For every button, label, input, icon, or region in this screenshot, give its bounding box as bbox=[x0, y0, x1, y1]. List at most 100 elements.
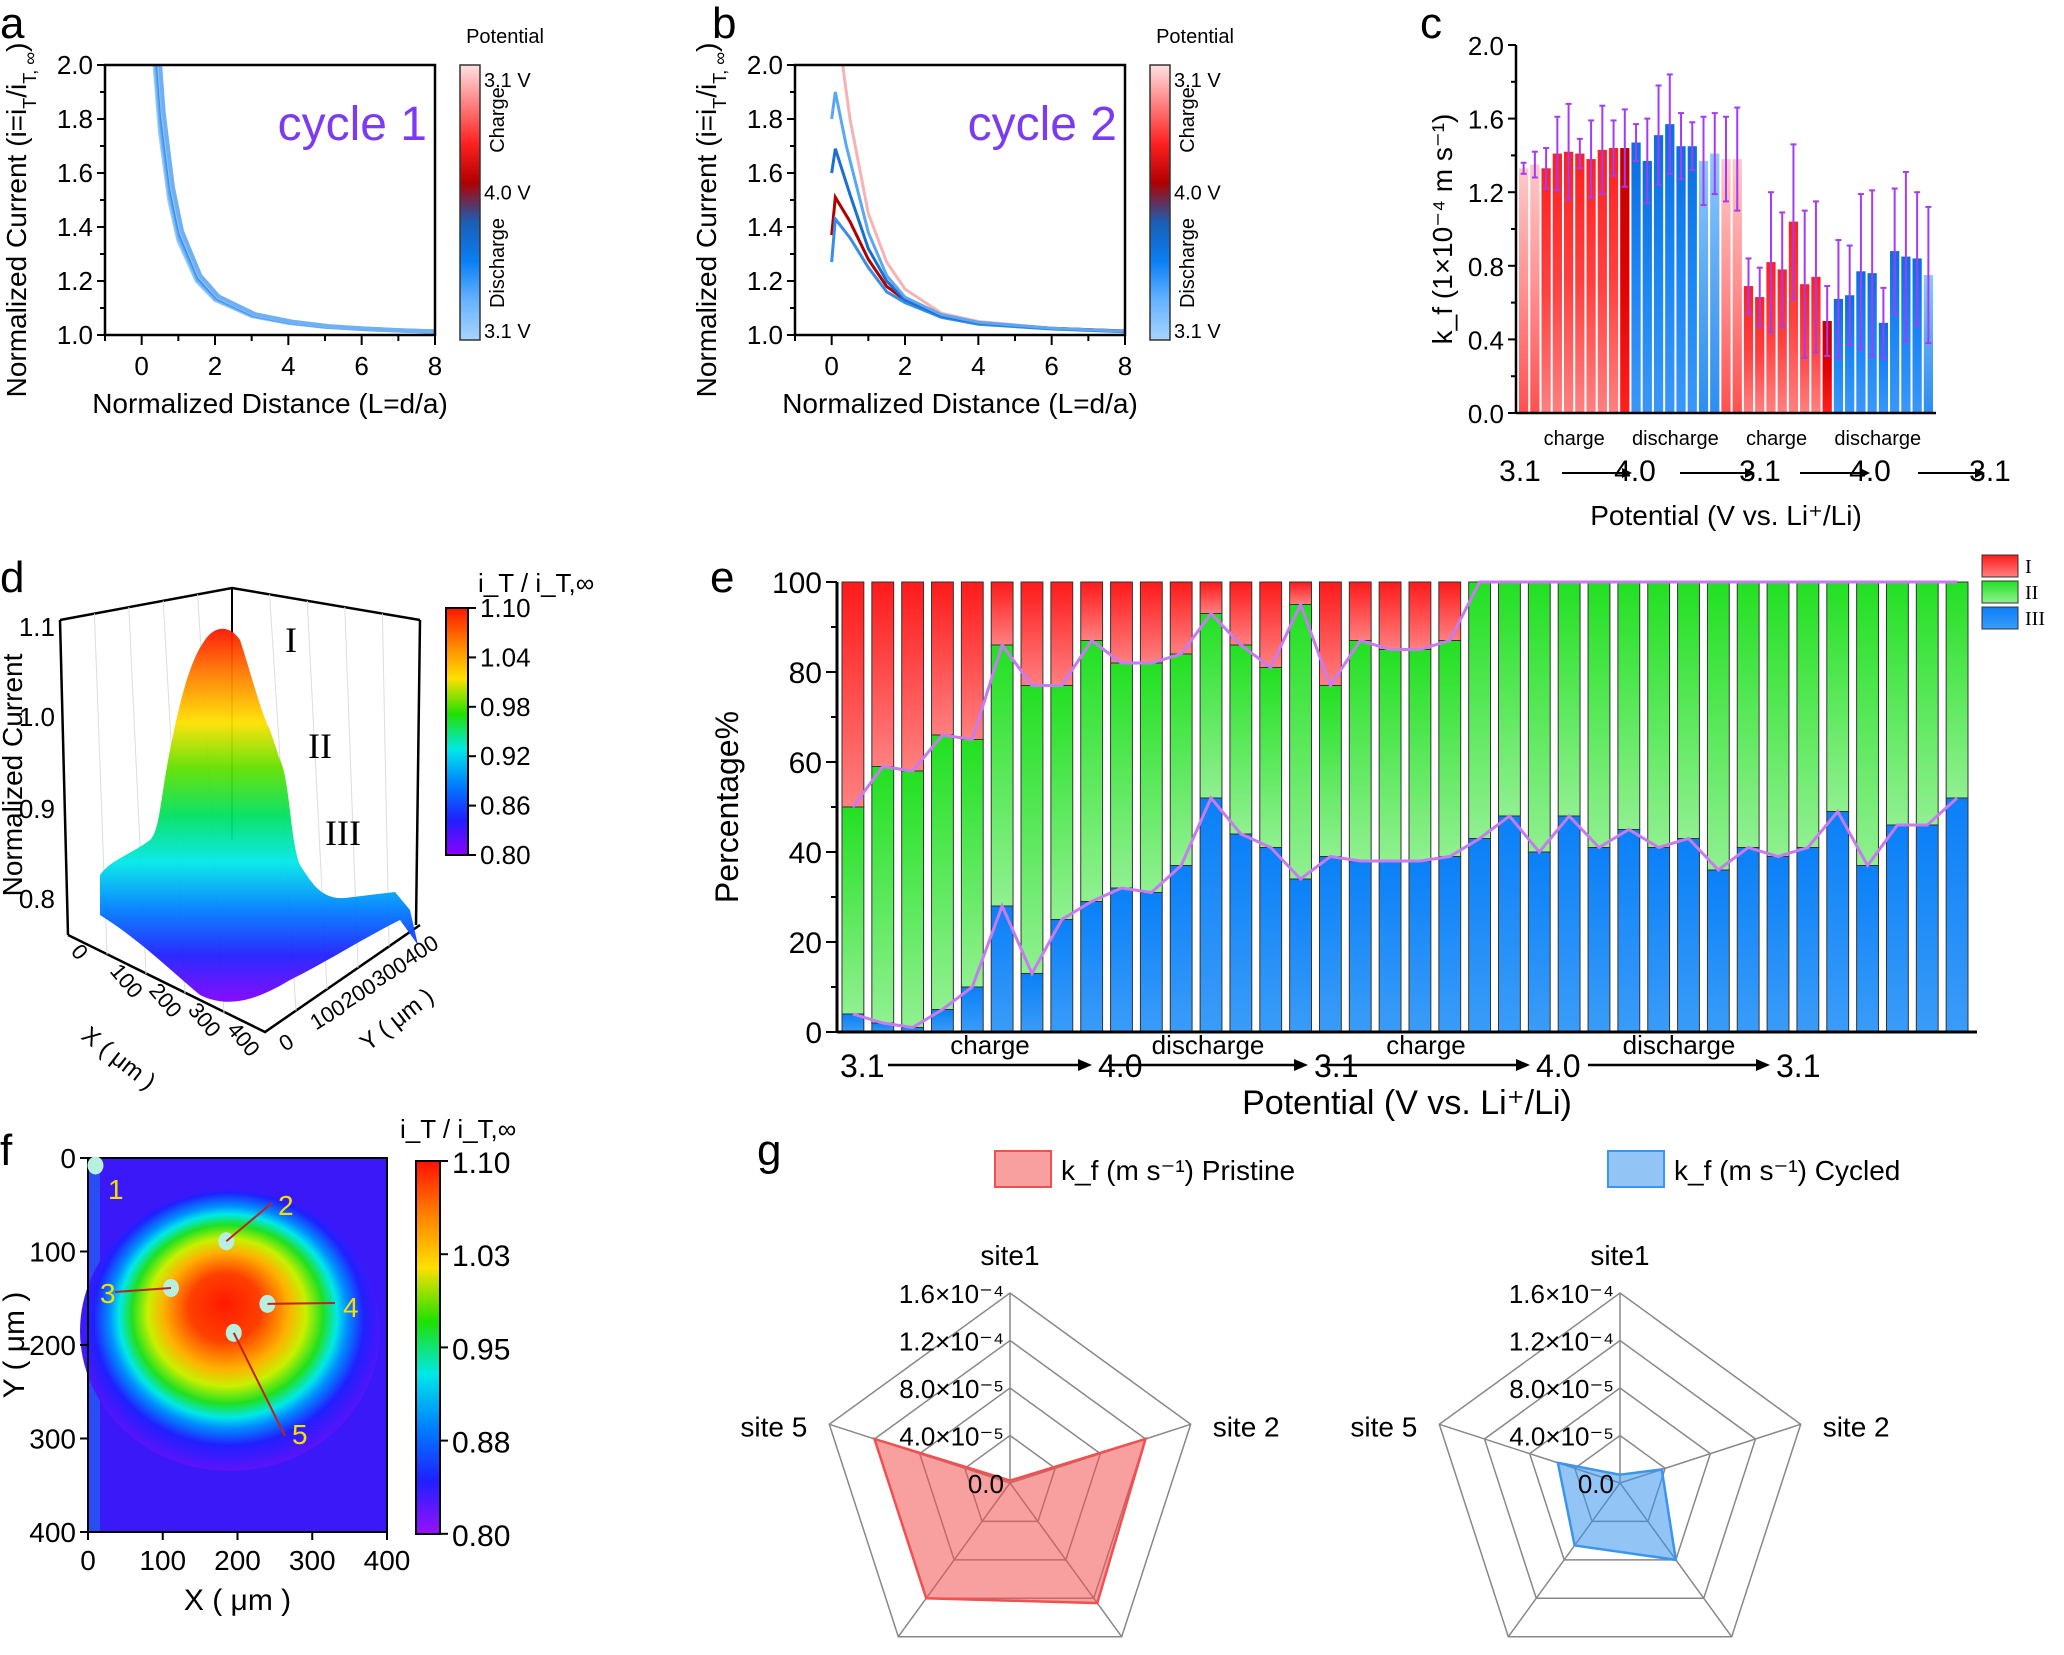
segment-label-discharge: discharge bbox=[1834, 428, 1921, 450]
bar-segment-I bbox=[1139, 581, 1163, 664]
potential-label: 3.1 bbox=[1776, 1048, 1820, 1084]
colorbar-segment-discharge: Discharge bbox=[1177, 218, 1199, 308]
chart-b-approach-curves-cycle2: 1.0 1.2 1.4 1.6 1.8 2.0 0 2 4 6 8 Normalized Distan… bbox=[691, 26, 1234, 419]
y-tick-label: 0 bbox=[60, 1143, 76, 1174]
y-tick-label: 0 bbox=[274, 1029, 298, 1057]
bar bbox=[1620, 148, 1630, 414]
trend-line-III bbox=[852, 795, 1959, 1030]
bar bbox=[1631, 142, 1641, 413]
subscript: T, ∞ bbox=[20, 52, 40, 84]
colorbar-tick-label: 1.04 bbox=[480, 642, 531, 672]
bar bbox=[1519, 168, 1529, 413]
y-tick-label: 1.2 bbox=[1468, 178, 1504, 208]
radar-axis-label-5: site 5 bbox=[740, 1411, 807, 1442]
bar-segment-III bbox=[1408, 860, 1432, 1033]
bar-segment-I bbox=[990, 581, 1014, 646]
series-line-2 bbox=[154, 65, 435, 334]
legend-swatch-III bbox=[1981, 606, 2019, 630]
bar-segment-I bbox=[901, 581, 925, 772]
colorbar-tick-label: 0.86 bbox=[480, 791, 531, 821]
x-tick-label: 300 bbox=[289, 1545, 336, 1576]
arrow-head bbox=[1622, 468, 1632, 478]
colorbar-title: Potential bbox=[1156, 26, 1234, 48]
series-line-3 bbox=[830, 148, 1125, 333]
bar-segment-I bbox=[1020, 581, 1044, 686]
radar-r-tick-label: 4.0×10⁻⁵ bbox=[899, 1422, 1004, 1452]
radar-grid-ring bbox=[828, 1292, 1192, 1638]
bar bbox=[1563, 151, 1574, 413]
x-tick-label: 0 bbox=[66, 939, 93, 964]
cycle-annotation: cycle 1 bbox=[278, 98, 427, 151]
x-tick-label: 200 bbox=[144, 978, 187, 1022]
bar-segment-III bbox=[1139, 892, 1163, 1033]
bar-segment-II bbox=[1915, 581, 1939, 826]
segment-label-charge: charge bbox=[1386, 1030, 1466, 1060]
y-tick-label: 100 bbox=[772, 567, 822, 600]
bar-segment-II bbox=[1318, 685, 1342, 857]
text-part: /i bbox=[691, 84, 722, 98]
colorbar-tick-label: 0.95 bbox=[452, 1333, 510, 1366]
y-tick-label: 400 bbox=[29, 1517, 76, 1548]
bar-segment-II bbox=[901, 770, 925, 1028]
bar-segment-II bbox=[960, 739, 984, 988]
colorbar-label-mid: 4.0 V bbox=[484, 183, 531, 205]
site-arrow-5 bbox=[232, 1332, 286, 1437]
bar-segment-II bbox=[1885, 581, 1909, 826]
bar-segment-II bbox=[1736, 581, 1760, 848]
arrow-head bbox=[1516, 1059, 1530, 1071]
bar bbox=[1743, 286, 1754, 413]
bar-segment-III bbox=[1169, 865, 1193, 1033]
bar bbox=[1608, 148, 1619, 414]
x-tick-label: 2 bbox=[208, 351, 222, 381]
colorbar-tick-label: 0.80 bbox=[452, 1520, 510, 1553]
colorbar-label-top: 3.1 V bbox=[484, 70, 531, 92]
x-tick-label: 0 bbox=[80, 1545, 96, 1576]
site-marker-5 bbox=[225, 1323, 242, 1342]
bar-segment-III bbox=[1557, 815, 1581, 1033]
bar-segment-III bbox=[1945, 797, 1969, 1033]
x-tick-label: 400 bbox=[364, 1545, 411, 1576]
bar-segment-I bbox=[931, 581, 954, 736]
bar-segment-I bbox=[871, 581, 895, 767]
site-marker-3 bbox=[162, 1278, 179, 1297]
bar-segment-II bbox=[1229, 644, 1253, 835]
site-label-4: 4 bbox=[343, 1292, 359, 1323]
arrow-head bbox=[1975, 468, 1985, 478]
y-tick-label: 2.0 bbox=[1468, 31, 1504, 61]
segment-label-charge: charge bbox=[950, 1030, 1030, 1060]
x-axis-title: X ( μm ) bbox=[184, 1584, 291, 1617]
bar-segment-II bbox=[990, 644, 1014, 907]
series-line-5 bbox=[158, 65, 435, 334]
potential-label: 4.0 bbox=[1614, 455, 1656, 488]
y-tick-label: 1.8 bbox=[747, 104, 783, 134]
bar-segment-III bbox=[1438, 856, 1462, 1033]
bar bbox=[1642, 160, 1652, 413]
bar-segment-I bbox=[1199, 581, 1223, 614]
site-label-1: 1 bbox=[108, 1174, 124, 1205]
bar-segment-I bbox=[1408, 581, 1432, 650]
bar-segment-III bbox=[1915, 824, 1939, 1033]
x-tick-label: 8 bbox=[1118, 351, 1132, 381]
y-axis-title: k_f (1×10⁻⁴ m s⁻¹) bbox=[1427, 114, 1458, 345]
segment-label-charge: charge bbox=[1746, 428, 1807, 450]
bar-segment-III bbox=[1527, 851, 1551, 1033]
bar-segment-III bbox=[1378, 860, 1402, 1033]
bar-segment-III bbox=[1736, 847, 1760, 1033]
colorbar bbox=[1149, 64, 1171, 341]
radar-r-tick-label: 0.0 bbox=[1578, 1469, 1614, 1499]
arrow-head bbox=[1294, 1059, 1308, 1071]
panel-letter-b: b bbox=[712, 0, 736, 48]
y-axis-title: Y ( μm ) bbox=[0, 1292, 31, 1399]
y-tick-label: 100 bbox=[29, 1237, 76, 1268]
legend-swatch-I bbox=[1981, 554, 2019, 578]
radar-axis-label-1: site1 bbox=[1590, 1240, 1649, 1271]
chart-g-radar-pristine: 0.0 4.0×10⁻⁵ 8.0×10⁻⁵ 1.2×10⁻⁴ 1.6×10⁻⁴ site1… bbox=[740, 1150, 1295, 1638]
segment-label-discharge: discharge bbox=[1623, 1030, 1736, 1060]
bar-segment-I bbox=[1050, 581, 1074, 686]
x-tick-label: 4 bbox=[971, 351, 985, 381]
y-tick-label: 1.4 bbox=[57, 212, 93, 242]
bar-segment-II bbox=[1587, 581, 1611, 848]
arrow-head bbox=[1078, 1059, 1092, 1071]
bar-segment-III bbox=[1020, 973, 1044, 1033]
